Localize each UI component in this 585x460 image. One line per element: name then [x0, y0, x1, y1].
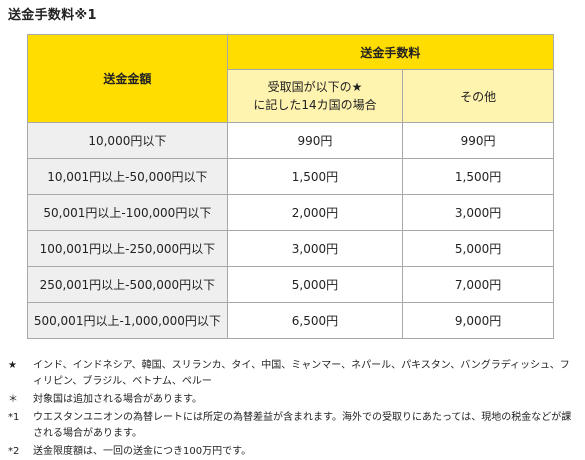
note-mark: ★ — [8, 360, 17, 371]
other-fee-cell: 3,000円 — [402, 194, 554, 231]
table-header-row: 送金金額 送金手数料 — [27, 34, 555, 123]
amount-cell: 50,001円以上-100,000円以下 — [27, 194, 228, 231]
table-subheader-row: 受取国が以下の★ に記した14カ国の場合 その他 — [28, 69, 554, 123]
note-text: 対象国は追加される場合があります。 — [33, 394, 202, 405]
subheader-star-countries: 受取国が以下の★ に記した14カ国の場合 — [226, 69, 404, 123]
amount-cell: 10,000円以下 — [27, 122, 228, 159]
note-mark: ＊ — [8, 394, 18, 405]
subheader-star-line1: 受取国が以下の★ — [267, 80, 363, 94]
other-fee-cell: 7,000円 — [402, 266, 554, 303]
amount-cell: 250,001円以上-500,000円以下 — [27, 266, 228, 303]
star-fee-cell: 6,500円 — [226, 302, 404, 339]
page-title: 送金手数料※1 — [8, 8, 97, 23]
table-row: 250,001円以上-500,000円以下 5,000円 7,000円 — [27, 266, 554, 303]
star-fee-cell: 2,000円 — [226, 194, 404, 231]
star-fee-cell: 1,500円 — [226, 158, 404, 195]
other-fee-cell: 990円 — [402, 122, 554, 159]
note-text: 送金限度額は、一回の送金につき100万円です。 — [33, 446, 252, 457]
fee-table: 送金金額 送金手数料 受取国が以下の★ に記した14カ国の場合 その他 10,0… — [27, 34, 555, 339]
table-row: 10,000円以下 990円 990円 — [27, 122, 554, 159]
other-fee-cell: 5,000円 — [402, 230, 554, 267]
subheader-star-line2: に記した14カ国の場合 — [253, 98, 377, 112]
other-fee-cell: 9,000円 — [402, 302, 554, 339]
other-fee-cell: 1,500円 — [402, 158, 554, 195]
header-fee: 送金手数料 — [226, 34, 555, 70]
star-fee-cell: 3,000円 — [226, 230, 404, 267]
note-exchange-rate: *1 ウエスタンユニオンの為替レートには所定の為替差益が含まれます。海外での受取… — [8, 410, 578, 442]
note-text: ウエスタンユニオンの為替レートには所定の為替差益が含まれます。海外での受取りにあ… — [33, 412, 572, 439]
note-transfer-limit: *2 送金限度額は、一回の送金につき100万円です。 — [8, 444, 578, 460]
subheader-other: その他 — [402, 69, 554, 123]
notes-section: ★ インド、インドネシア、韓国、スリランカ、タイ、中国、ミャンマー、ネパール、パ… — [8, 358, 578, 460]
amount-cell: 500,001円以上-1,000,000円以下 — [27, 302, 228, 339]
header-amount: 送金金額 — [27, 34, 228, 123]
note-additional-countries: ＊ 対象国は追加される場合があります。 — [8, 392, 578, 408]
table-row: 10,001円以上-50,000円以下 1,500円 1,500円 — [27, 158, 554, 195]
note-mark: *1 — [8, 412, 20, 423]
note-text: インド、インドネシア、韓国、スリランカ、タイ、中国、ミャンマー、ネパール、パキス… — [33, 360, 570, 387]
note-star-countries: ★ インド、インドネシア、韓国、スリランカ、タイ、中国、ミャンマー、ネパール、パ… — [8, 358, 578, 390]
amount-cell: 100,001円以上-250,000円以下 — [27, 230, 228, 267]
table-row: 100,001円以上-250,000円以下 3,000円 5,000円 — [27, 230, 554, 267]
note-mark: *2 — [8, 446, 20, 457]
table-row: 50,001円以上-100,000円以下 2,000円 3,000円 — [27, 194, 554, 231]
star-fee-cell: 990円 — [226, 122, 404, 159]
table-row: 500,001円以上-1,000,000円以下 6,500円 9,000円 — [27, 302, 554, 339]
star-fee-cell: 5,000円 — [226, 266, 404, 303]
amount-cell: 10,001円以上-50,000円以下 — [27, 158, 228, 195]
